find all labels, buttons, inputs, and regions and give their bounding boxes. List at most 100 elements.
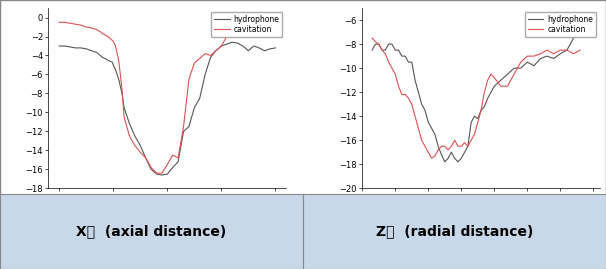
cavitation	[180, 125, 187, 128]
cavitation	[271, 19, 279, 22]
cavitation	[97, 30, 104, 33]
hydrophone	[185, 125, 193, 128]
hydrophone	[368, 48, 376, 52]
Line: cavitation: cavitation	[59, 20, 275, 173]
hydrophone	[97, 54, 104, 57]
cavitation	[56, 21, 63, 24]
hydrophone	[175, 160, 182, 163]
hydrophone	[56, 44, 63, 48]
cavitation	[99, 32, 106, 35]
X-axis label: A: A	[164, 204, 171, 214]
hydrophone	[82, 47, 90, 51]
hydrophone	[223, 43, 230, 46]
cavitation	[110, 40, 117, 43]
hydrophone	[158, 174, 165, 177]
Legend: hydrophone, cavitation: hydrophone, cavitation	[525, 12, 596, 37]
hydrophone	[196, 97, 204, 100]
cavitation	[61, 21, 68, 24]
hydrophone	[121, 106, 128, 109]
cavitation	[368, 37, 376, 40]
hydrophone	[153, 172, 160, 176]
hydrophone	[67, 45, 74, 49]
hydrophone	[126, 122, 133, 125]
cavitation	[137, 151, 144, 154]
cavitation	[169, 154, 176, 157]
hydrophone	[108, 61, 116, 64]
cavitation	[191, 62, 198, 65]
cavitation	[158, 172, 165, 175]
cavitation	[108, 39, 116, 42]
hydrophone	[93, 51, 101, 54]
cavitation	[67, 22, 74, 25]
cavitation	[491, 76, 498, 79]
X-axis label: A: A	[478, 204, 484, 214]
cavitation	[266, 19, 273, 22]
cavitation	[115, 59, 122, 62]
hydrophone	[169, 166, 176, 169]
cavitation	[153, 172, 160, 175]
cavitation	[93, 28, 101, 31]
cavitation	[570, 52, 577, 55]
cavitation	[250, 21, 258, 24]
hydrophone	[72, 46, 79, 49]
cavitation	[218, 44, 225, 48]
cavitation	[421, 145, 428, 148]
hydrophone	[239, 44, 247, 48]
hydrophone	[118, 92, 125, 95]
hydrophone	[104, 59, 112, 62]
cavitation	[107, 37, 114, 40]
cavitation	[185, 77, 193, 81]
hydrophone	[88, 49, 95, 52]
hydrophone	[418, 102, 425, 106]
cavitation	[118, 87, 125, 90]
hydrophone	[570, 37, 577, 40]
Line: cavitation: cavitation	[372, 38, 580, 158]
hydrophone	[576, 30, 584, 34]
cavitation	[77, 23, 84, 27]
hydrophone	[115, 77, 122, 81]
hydrophone	[405, 61, 412, 64]
hydrophone	[266, 47, 273, 51]
cavitation	[234, 21, 241, 24]
hydrophone	[147, 168, 155, 171]
cavitation	[418, 139, 425, 142]
cavitation	[126, 134, 133, 138]
hydrophone	[234, 41, 241, 45]
hydrophone	[491, 84, 498, 88]
cavitation	[245, 20, 252, 23]
cavitation	[88, 26, 95, 30]
Text: X축  (axial distance): X축 (axial distance)	[76, 224, 227, 238]
cavitation	[82, 26, 90, 29]
cavitation	[164, 163, 171, 166]
cavitation	[256, 19, 263, 22]
hydrophone	[191, 106, 198, 109]
hydrophone	[202, 73, 209, 76]
hydrophone	[245, 49, 252, 52]
hydrophone	[441, 160, 448, 164]
hydrophone	[180, 130, 187, 133]
hydrophone	[164, 172, 171, 176]
hydrophone	[261, 49, 268, 52]
hydrophone	[212, 49, 219, 52]
hydrophone	[107, 59, 114, 63]
cavitation	[481, 91, 488, 94]
cavitation	[405, 97, 412, 100]
cavitation	[576, 48, 584, 52]
hydrophone	[142, 156, 149, 160]
hydrophone	[421, 109, 428, 112]
cavitation	[142, 156, 149, 160]
cavitation	[239, 19, 247, 22]
hydrophone	[207, 56, 214, 59]
Line: hydrophone: hydrophone	[372, 32, 580, 162]
hydrophone	[271, 46, 279, 49]
cavitation	[207, 54, 214, 57]
hydrophone	[61, 44, 68, 48]
hydrophone	[256, 46, 263, 49]
Text: Z축  (radial distance): Z축 (radial distance)	[376, 224, 533, 238]
hydrophone	[112, 68, 119, 71]
cavitation	[72, 23, 79, 26]
cavitation	[104, 35, 112, 38]
cavitation	[212, 49, 219, 52]
cavitation	[121, 116, 128, 119]
hydrophone	[228, 41, 236, 44]
